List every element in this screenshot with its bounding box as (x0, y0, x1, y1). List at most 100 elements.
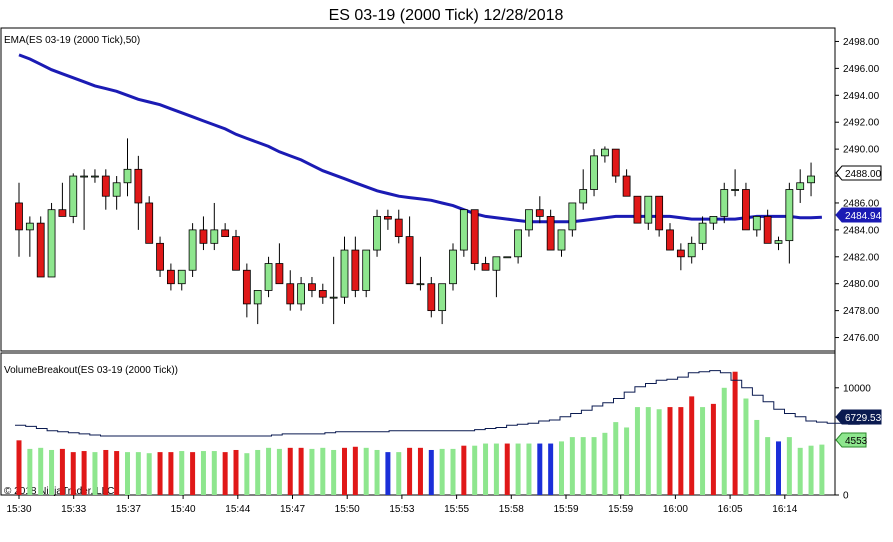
volume-bar (613, 422, 619, 495)
candle-body (774, 240, 783, 244)
volume-bar (27, 448, 33, 495)
candle-body (687, 242, 696, 258)
candle-body (579, 189, 588, 204)
volume-bars-layer (16, 371, 825, 495)
candle-body (557, 229, 566, 251)
volume-axis-ticks: 10000 0 (835, 383, 871, 502)
volume-bar (689, 396, 695, 495)
candle (763, 209, 772, 244)
candle-body (622, 175, 631, 197)
time-axis-ticks: 15:30 15:33 15:37 15:40 15:44 15:47 15:50 15:53… (6, 495, 798, 515)
time-tick-label: 15:58 (499, 504, 524, 515)
candle (340, 236, 349, 304)
candle-body (481, 263, 490, 271)
candle-body (134, 168, 143, 204)
candle (242, 263, 251, 318)
volume-bar (667, 407, 673, 495)
time-tick-label: 16:14 (772, 504, 797, 515)
candles-layer (15, 138, 815, 325)
candle (416, 256, 425, 291)
price-tick-label: 2492.00 (843, 118, 880, 129)
candle-body (731, 189, 739, 191)
volume-bar (776, 441, 781, 495)
candle-body (362, 249, 371, 291)
candle (253, 290, 262, 325)
candle-body (763, 216, 772, 244)
candle (91, 169, 99, 183)
volume-line-flag: 6729.53 (835, 409, 882, 425)
candle (449, 243, 457, 291)
volume-bar (168, 452, 174, 495)
candle (383, 209, 392, 230)
volume-bar (287, 447, 293, 495)
volume-bar (450, 448, 456, 495)
ema-value-label: 2484.94 (845, 211, 882, 222)
candle-body (101, 175, 110, 197)
candle-body (601, 148, 609, 157)
volume-tick-label: 0 (843, 491, 849, 502)
candle-body (546, 216, 555, 251)
candle (362, 249, 371, 298)
price-tick-label: 2482.00 (843, 252, 880, 263)
candle-body (80, 175, 88, 178)
volume-step-line (15, 370, 870, 437)
candle (199, 216, 208, 251)
candle (481, 256, 490, 271)
candle (698, 216, 707, 251)
candle (459, 209, 468, 257)
volume-bar (428, 449, 434, 495)
volume-bar (320, 447, 326, 495)
time-tick-label: 15:47 (280, 504, 305, 515)
candle (807, 162, 815, 197)
candle-body (666, 229, 674, 251)
volume-bar (624, 427, 630, 495)
candle (676, 243, 685, 271)
volume-bar (200, 451, 206, 495)
candle-body (166, 269, 175, 285)
candle-body (449, 249, 457, 285)
candle-body (308, 283, 316, 291)
volume-bar (298, 447, 304, 495)
volume-bar (342, 447, 347, 495)
volume-bar (276, 448, 282, 495)
volume-bar (493, 443, 499, 495)
candle (177, 269, 186, 291)
candle (210, 202, 219, 251)
volume-line-value-label: 6729.53 (845, 413, 882, 424)
candle (405, 216, 414, 285)
candle-body (351, 249, 360, 291)
volume-bar (548, 443, 554, 495)
candle-body (394, 218, 403, 238)
candle-body (15, 202, 23, 231)
candle-body (427, 283, 436, 312)
volume-bar (417, 447, 423, 495)
candle (503, 256, 512, 259)
volume-bar (309, 448, 315, 495)
candle (58, 182, 67, 217)
candle (796, 169, 805, 203)
volume-bar (678, 407, 684, 495)
candle-body (644, 195, 653, 224)
candle (166, 263, 175, 291)
volume-bar (797, 447, 803, 495)
candle-body (340, 249, 349, 298)
time-tick-label: 15:59 (608, 504, 633, 515)
volume-bar (374, 449, 380, 495)
candle (774, 236, 783, 251)
candle (134, 155, 143, 230)
candle-body (383, 216, 392, 220)
candle-body (210, 229, 219, 244)
candle-body (416, 283, 425, 286)
price-tick-label: 2490.00 (843, 145, 880, 156)
candle-body (503, 256, 512, 259)
candle-body (275, 263, 284, 285)
candle-body (709, 216, 718, 224)
volume-bar (765, 437, 771, 495)
volume-bar (721, 387, 727, 495)
time-tick-label: 15:30 (6, 504, 31, 515)
candle-body (796, 182, 805, 190)
candle (579, 169, 588, 210)
candle-body (242, 269, 251, 305)
candle (546, 209, 555, 251)
candle-body (188, 229, 197, 271)
